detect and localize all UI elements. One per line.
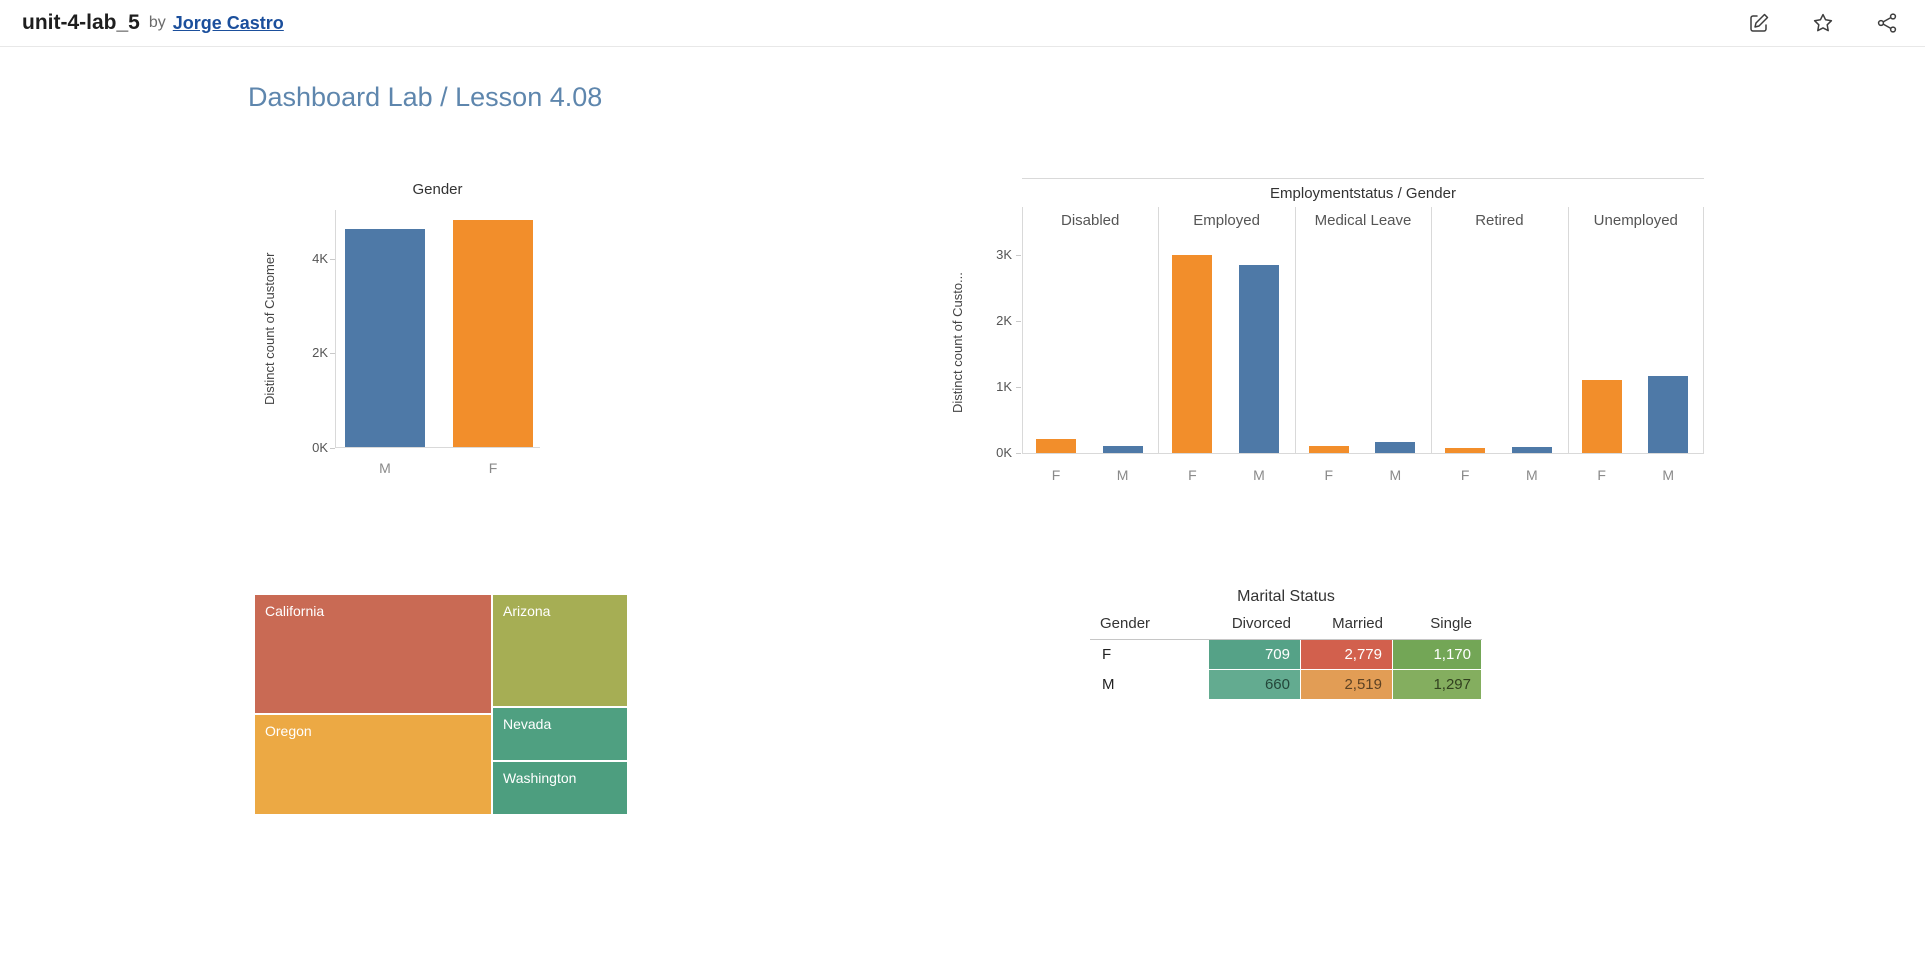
employment-ytick-mark	[1016, 386, 1021, 388]
treemap-cell-arizona[interactable]: Arizona	[493, 595, 627, 706]
marital-row-m: M 660 2,519 1,297	[1090, 670, 1482, 700]
treemap-label-washington: Washington	[503, 770, 577, 786]
panel-header-retired: Retired	[1475, 212, 1524, 229]
marital-cell-m-married[interactable]: 2,519	[1301, 670, 1393, 700]
employment-xtick-employed-m: M	[1253, 467, 1265, 483]
employment-xtick-unemployed-m: M	[1662, 467, 1675, 483]
bar-employed-m[interactable]	[1239, 265, 1279, 453]
marital-col-header-single: Single	[1430, 615, 1472, 632]
bar-retired-m[interactable]	[1511, 447, 1552, 453]
gender-chart-title: Gender	[412, 181, 463, 198]
marital-col-header-married: Married	[1332, 615, 1383, 632]
gender-xtick-m: M	[379, 460, 391, 476]
gender-ytick-2K: 2K	[312, 345, 328, 361]
marital-table-header: Gender Divorced Married Single	[1090, 612, 1482, 640]
bar-gender-m[interactable]	[345, 229, 425, 447]
marital-table-body: F 709 2,779 1,170 M 660 2,519 1,297	[1090, 640, 1482, 700]
employment-gender-chart: Employmentstatus / Gender Disabled Employ…	[996, 178, 1704, 498]
employment-xtick-disabled-f: F	[1051, 467, 1061, 483]
employment-ytick-2K: 2K	[996, 312, 1012, 328]
by-label: by	[148, 14, 166, 31]
gender-xtick-f: F	[488, 460, 498, 476]
employment-xtick-employed-f: F	[1188, 467, 1197, 483]
panel-divider	[1567, 207, 1569, 453]
marital-cell-m-divorced[interactable]: 660	[1209, 670, 1301, 700]
gender-ytick-mark	[330, 448, 335, 449]
employment-xtick-medical-leave-m: M	[1389, 467, 1402, 483]
employment-ytick-3K: 3K	[996, 246, 1012, 262]
share-icon[interactable]	[1875, 11, 1899, 35]
employment-ytick-mark	[1016, 453, 1021, 454]
panel-header-employed: Employed	[1193, 212, 1260, 229]
marital-table-title: Marital Status	[1237, 588, 1335, 605]
author-link[interactable]: Jorge Castro	[172, 12, 284, 33]
employment-ytick-mark	[1016, 254, 1021, 256]
marital-cell-f-married[interactable]: 2,779	[1301, 640, 1393, 670]
panel-header-unemployed: Unemployed	[1593, 212, 1678, 229]
gender-y-axis-label: Distinct count of Customer	[262, 252, 277, 406]
employment-ytick-0K: 0K	[996, 445, 1012, 460]
viz-toolbar	[1747, 11, 1899, 35]
treemap-cell-california[interactable]: California	[255, 595, 491, 713]
viz-header: unit-4-lab_5 by Jorge Castro	[0, 0, 1925, 47]
treemap-label-oregon: Oregon	[265, 723, 312, 739]
make-copy-icon[interactable]	[1747, 11, 1771, 35]
gender-ytick-0K: 0K	[312, 440, 328, 455]
panel-divider	[1294, 207, 1296, 453]
gender-ytick-4K: 4K	[312, 250, 328, 266]
marital-gender-m: M	[1102, 676, 1115, 693]
treemap-label-arizona: Arizona	[503, 603, 551, 619]
treemap-label-nevada: Nevada	[503, 716, 552, 732]
bar-disabled-f[interactable]	[1036, 439, 1076, 453]
marital-row-f: F 709 2,779 1,170	[1090, 640, 1482, 670]
favorite-star-icon[interactable]	[1811, 11, 1835, 35]
workbook-title: unit-4-lab_5	[22, 11, 140, 34]
bar-retired-f[interactable]	[1445, 448, 1486, 453]
employment-ytick-1K: 1K	[996, 378, 1012, 394]
employment-xtick-medical-leave-f: F	[1324, 467, 1334, 483]
panel-header-medical-leave: Medical Leave	[1314, 212, 1412, 229]
bar-medical-leave-m[interactable]	[1375, 442, 1416, 453]
gender-bar-chart: 0K 2K 4K M F	[312, 210, 540, 476]
marital-gender-f: F	[1102, 646, 1112, 663]
gender-ytick-mark	[330, 353, 335, 355]
employment-xtick-unemployed-f: F	[1597, 467, 1606, 483]
treemap-cell-oregon[interactable]: Oregon	[255, 715, 491, 814]
bar-medical-leave-f[interactable]	[1308, 445, 1349, 453]
bar-disabled-m[interactable]	[1102, 445, 1143, 453]
employment-y-axis-label: Distinct count of Custo...	[950, 272, 965, 414]
treemap-cell-washington[interactable]: Washington	[493, 762, 627, 814]
panel-divider	[1431, 207, 1433, 453]
employment-x-axis-line	[1022, 453, 1704, 454]
employment-xtick-retired-m: M	[1525, 467, 1538, 483]
gender-ytick-mark	[330, 258, 335, 260]
treemap-label-california: California	[265, 603, 325, 619]
marital-cell-f-divorced[interactable]: 709	[1209, 640, 1301, 670]
panel-divider	[1158, 207, 1160, 453]
marital-col-header-gender: Gender	[1100, 615, 1151, 632]
bar-unemployed-f[interactable]	[1581, 380, 1622, 453]
marital-status-table: Marital Status Gender Divorced Married Sing…	[1090, 588, 1482, 700]
employment-ytick-mark	[1016, 320, 1021, 322]
treemap-cell-nevada[interactable]: Nevada	[493, 708, 627, 760]
marital-cell-m-single[interactable]: 1,297	[1393, 670, 1482, 700]
marital-cell-f-single[interactable]: 1,170	[1393, 640, 1482, 670]
bar-gender-f[interactable]	[453, 219, 533, 447]
bar-employed-f[interactable]	[1172, 254, 1213, 453]
bar-unemployed-m[interactable]	[1648, 375, 1689, 453]
employment-xtick-disabled-m: M	[1116, 467, 1129, 483]
panel-divider	[1022, 207, 1023, 453]
dashboard-title: Dashboard Lab / Lesson 4.08	[248, 82, 603, 112]
panel-header-disabled: Disabled	[1061, 212, 1120, 229]
state-treemap: California Oregon Arizona Nevada Washington	[255, 595, 627, 814]
marital-col-header-divorced: Divorced	[1231, 615, 1291, 632]
employment-xtick-retired-f: F	[1460, 467, 1470, 483]
panel-divider	[1703, 207, 1704, 453]
employment-chart-title: Employmentstatus / Gender	[1270, 185, 1456, 202]
